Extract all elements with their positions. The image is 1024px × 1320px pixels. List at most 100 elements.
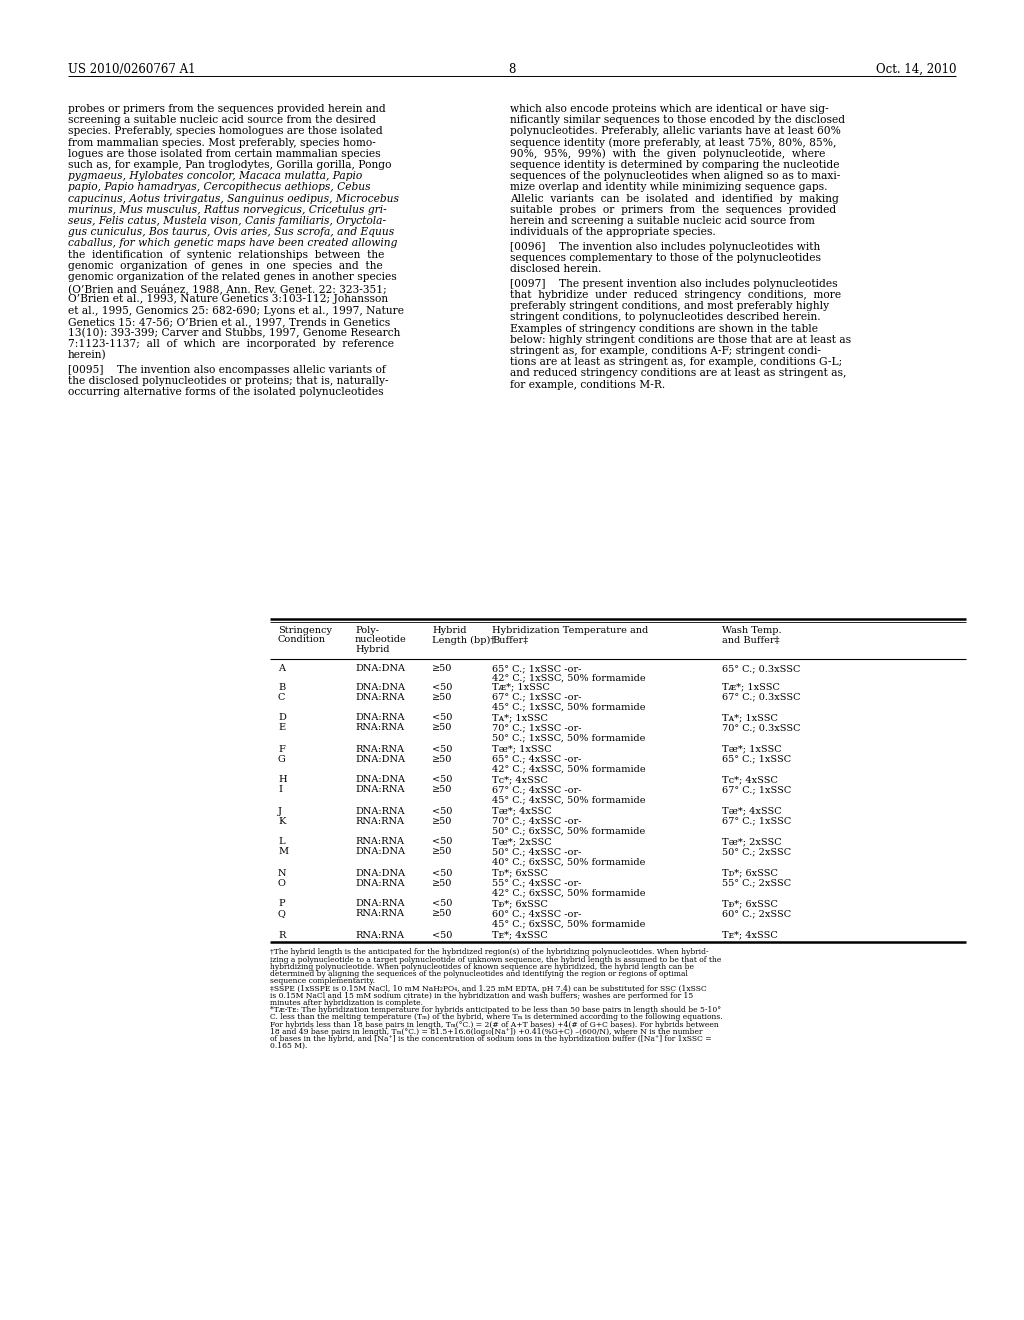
Text: 50° C.; 4xSSC -or-: 50° C.; 4xSSC -or- <box>492 847 582 857</box>
Text: Tᴄ*; 4xSSC: Tᴄ*; 4xSSC <box>492 776 548 784</box>
Text: such as, for example, Pan troglodytes, Gorilla gorilla, Pongo: such as, for example, Pan troglodytes, G… <box>68 160 391 170</box>
Text: RNA:RNA: RNA:RNA <box>355 723 404 733</box>
Text: <50: <50 <box>432 869 453 878</box>
Text: sequences of the polynucleotides when aligned so as to maxi-: sequences of the polynucleotides when al… <box>510 172 841 181</box>
Text: E: E <box>278 723 285 733</box>
Text: <50: <50 <box>432 744 453 754</box>
Text: ≥50: ≥50 <box>432 847 453 857</box>
Text: RNA:RNA: RNA:RNA <box>355 931 404 940</box>
Text: 55° C.; 2xSSC: 55° C.; 2xSSC <box>722 879 792 887</box>
Text: 60° C.; 2xSSC: 60° C.; 2xSSC <box>722 909 792 919</box>
Text: Tᴂ*; 1xSSC: Tᴂ*; 1xSSC <box>492 744 552 754</box>
Text: Tᴅ*; 6xSSC: Tᴅ*; 6xSSC <box>492 869 548 878</box>
Text: Tᴇ*; 4xSSC: Tᴇ*; 4xSSC <box>492 931 548 940</box>
Text: 67° C.; 1xSSC: 67° C.; 1xSSC <box>722 785 792 795</box>
Text: from mammalian species. Most preferably, species homo-: from mammalian species. Most preferably,… <box>68 137 376 148</box>
Text: (O’Brien and Seuánez, 1988, Ann. Rev. Genet. 22: 323-351;: (O’Brien and Seuánez, 1988, Ann. Rev. Ge… <box>68 284 387 294</box>
Text: izing a polynucleotide to a target polynucleotide of unknown sequence, the hybri: izing a polynucleotide to a target polyn… <box>270 956 721 964</box>
Text: determined by aligning the sequences of the polynucleotides and identifying the : determined by aligning the sequences of … <box>270 970 688 978</box>
Text: DNA:DNA: DNA:DNA <box>355 847 406 857</box>
Text: Buffer‡: Buffer‡ <box>492 635 528 644</box>
Text: et al., 1995, Genomics 25: 682-690; Lyons et al., 1997, Nature: et al., 1995, Genomics 25: 682-690; Lyon… <box>68 306 404 315</box>
Text: Tᴂ*; 2xSSC: Tᴂ*; 2xSSC <box>722 837 781 846</box>
Text: DNA:RNA: DNA:RNA <box>355 879 404 887</box>
Text: sequence identity is determined by comparing the nucleotide: sequence identity is determined by compa… <box>510 160 840 170</box>
Text: sequence complementarity.: sequence complementarity. <box>270 977 375 985</box>
Text: 0.165 M).: 0.165 M). <box>270 1041 307 1051</box>
Text: DNA:DNA: DNA:DNA <box>355 869 406 878</box>
Text: ≥50: ≥50 <box>432 879 453 887</box>
Text: and reduced stringency conditions are at least as stringent as,: and reduced stringency conditions are at… <box>510 368 847 379</box>
Text: sequences complementary to those of the polynucleotides: sequences complementary to those of the … <box>510 253 821 263</box>
Text: 65° C.; 1xSSC -or-: 65° C.; 1xSSC -or- <box>492 664 582 673</box>
Text: A: A <box>278 664 285 673</box>
Text: sequence identity (more preferably, at least 75%, 80%, 85%,: sequence identity (more preferably, at l… <box>510 137 837 148</box>
Text: 65° C.; 0.3xSSC: 65° C.; 0.3xSSC <box>722 664 801 673</box>
Text: pygmaeus, Hylobates concolor, Macaca mulatta, Papio: pygmaeus, Hylobates concolor, Macaca mul… <box>68 172 362 181</box>
Text: 42° C.; 6xSSC, 50% formamide: 42° C.; 6xSSC, 50% formamide <box>492 888 645 898</box>
Text: RNA:RNA: RNA:RNA <box>355 817 404 825</box>
Text: <50: <50 <box>432 807 453 816</box>
Text: L: L <box>278 837 285 846</box>
Text: 65° C.; 4xSSC -or-: 65° C.; 4xSSC -or- <box>492 755 582 763</box>
Text: M: M <box>278 847 288 857</box>
Text: [0096]    The invention also includes polynucleotides with: [0096] The invention also includes polyn… <box>510 242 820 252</box>
Text: below: highly stringent conditions are those that are at least as: below: highly stringent conditions are t… <box>510 335 851 345</box>
Text: 55° C.; 4xSSC -or-: 55° C.; 4xSSC -or- <box>492 879 582 887</box>
Text: is 0.15M NaCl and 15 mM sodium citrate) in the hybridization and wash buffers; w: is 0.15M NaCl and 15 mM sodium citrate) … <box>270 991 693 999</box>
Text: 42° C.; 4xSSC, 50% formamide: 42° C.; 4xSSC, 50% formamide <box>492 764 645 774</box>
Text: [0097]    The present invention also includes polynucleotides: [0097] The present invention also includ… <box>510 279 838 289</box>
Text: suitable  probes  or  primers  from  the  sequences  provided: suitable probes or primers from the sequ… <box>510 205 837 215</box>
Text: B: B <box>278 682 286 692</box>
Text: Tᴀ*; 1xSSC: Tᴀ*; 1xSSC <box>492 714 548 722</box>
Text: genomic organization of the related genes in another species: genomic organization of the related gene… <box>68 272 396 282</box>
Text: Tᴂ*; 1xSSC: Tᴂ*; 1xSSC <box>722 744 781 754</box>
Text: genomic  organization  of  genes  in  one  species  and  the: genomic organization of genes in one spe… <box>68 261 383 271</box>
Text: mize overlap and identity while minimizing sequence gaps.: mize overlap and identity while minimizi… <box>510 182 827 193</box>
Text: <50: <50 <box>432 899 453 908</box>
Text: <50: <50 <box>432 931 453 940</box>
Text: seus, Felis catus, Mustela vison, Canis familiaris, Oryctola-: seus, Felis catus, Mustela vison, Canis … <box>68 216 386 226</box>
Text: 8: 8 <box>508 63 516 77</box>
Text: DNA:RNA: DNA:RNA <box>355 785 404 795</box>
Text: 45° C.; 1xSSC, 50% formamide: 45° C.; 1xSSC, 50% formamide <box>492 702 645 711</box>
Text: Hybrid: Hybrid <box>432 626 467 635</box>
Text: tions are at least as stringent as, for example, conditions G-L;: tions are at least as stringent as, for … <box>510 358 843 367</box>
Text: Tᴂ*; 2xSSC: Tᴂ*; 2xSSC <box>492 837 552 846</box>
Text: <50: <50 <box>432 682 453 692</box>
Text: 45° C.; 4xSSC, 50% formamide: 45° C.; 4xSSC, 50% formamide <box>492 795 645 804</box>
Text: 40° C.; 6xSSC, 50% formamide: 40° C.; 6xSSC, 50% formamide <box>492 857 645 866</box>
Text: herein and screening a suitable nucleic acid source from: herein and screening a suitable nucleic … <box>510 216 815 226</box>
Text: 67° C.; 1xSSC -or-: 67° C.; 1xSSC -or- <box>492 693 582 701</box>
Text: the disclosed polynucleotides or proteins; that is, naturally-: the disclosed polynucleotides or protein… <box>68 376 389 387</box>
Text: Length (bp)†: Length (bp)† <box>432 635 496 644</box>
Text: Tᴀ*; 1xSSC: Tᴀ*; 1xSSC <box>722 714 778 722</box>
Text: nucleotide: nucleotide <box>355 635 407 644</box>
Text: 50° C.; 6xSSC, 50% formamide: 50° C.; 6xSSC, 50% formamide <box>492 826 645 836</box>
Text: ≥50: ≥50 <box>432 723 453 733</box>
Text: the  identification  of  syntenic  relationships  between  the: the identification of syntenic relations… <box>68 249 384 260</box>
Text: capucinus, Aotus trivirgatus, Sanguinus oedipus, Microcebus: capucinus, Aotus trivirgatus, Sanguinus … <box>68 194 399 203</box>
Text: Tᴆ*; 6xSSC: Tᴆ*; 6xSSC <box>492 899 548 908</box>
Text: 67° C.; 0.3xSSC: 67° C.; 0.3xSSC <box>722 693 801 701</box>
Text: individuals of the appropriate species.: individuals of the appropriate species. <box>510 227 716 238</box>
Text: Examples of stringency conditions are shown in the table: Examples of stringency conditions are sh… <box>510 323 818 334</box>
Text: †The hybrid length is the anticipated for the hybridized region(s) of the hybrid: †The hybrid length is the anticipated fo… <box>270 949 709 957</box>
Text: polynucleotides. Preferably, allelic variants have at least 60%: polynucleotides. Preferably, allelic var… <box>510 127 841 136</box>
Text: [0095]    The invention also encompasses allelic variants of: [0095] The invention also encompasses al… <box>68 364 386 375</box>
Text: 90%,  95%,  99%)  with  the  given  polynucleotide,  where: 90%, 95%, 99%) with the given polynucleo… <box>510 149 825 160</box>
Text: Tᴇ*; 4xSSC: Tᴇ*; 4xSSC <box>722 931 778 940</box>
Text: RNA:RNA: RNA:RNA <box>355 744 404 754</box>
Text: ≥50: ≥50 <box>432 817 453 825</box>
Text: stringent as, for example, conditions A-F; stringent condi-: stringent as, for example, conditions A-… <box>510 346 821 356</box>
Text: herein): herein) <box>68 350 106 360</box>
Text: that  hybridize  under  reduced  stringency  conditions,  more: that hybridize under reduced stringency … <box>510 290 841 300</box>
Text: 45° C.; 6xSSC, 50% formamide: 45° C.; 6xSSC, 50% formamide <box>492 919 645 928</box>
Text: nificantly similar sequences to those encoded by the disclosed: nificantly similar sequences to those en… <box>510 115 845 125</box>
Text: ≥50: ≥50 <box>432 785 453 795</box>
Text: and Buffer‡: and Buffer‡ <box>722 635 779 644</box>
Text: DNA:DNA: DNA:DNA <box>355 755 406 763</box>
Text: K: K <box>278 817 286 825</box>
Text: RNA:RNA: RNA:RNA <box>355 909 404 919</box>
Text: US 2010/0260767 A1: US 2010/0260767 A1 <box>68 63 196 77</box>
